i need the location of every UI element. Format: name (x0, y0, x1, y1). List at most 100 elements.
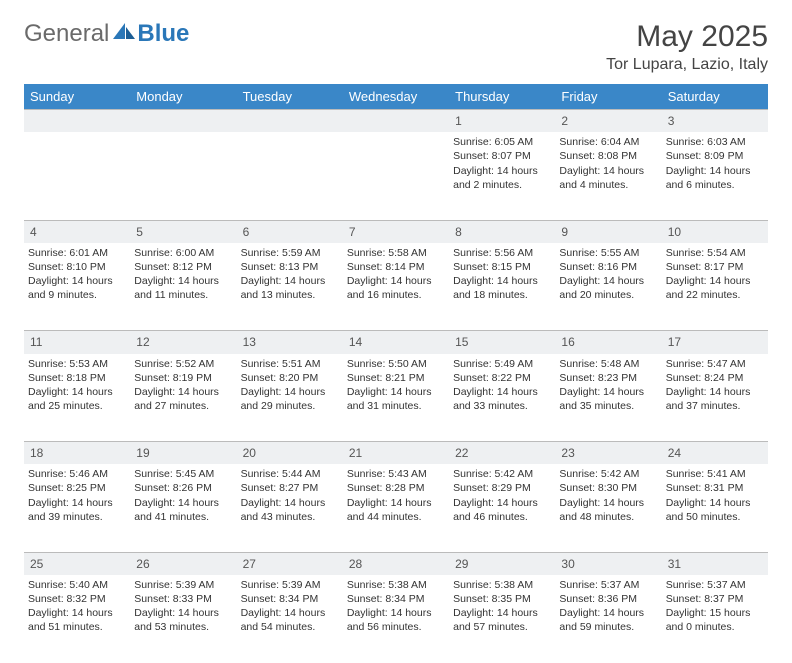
day-number-cell: 14 (343, 331, 449, 354)
day-detail-cell: Sunrise: 5:49 AMSunset: 8:22 PMDaylight:… (449, 354, 555, 442)
day-detail-cell: Sunrise: 6:00 AMSunset: 8:12 PMDaylight:… (130, 243, 236, 331)
day-detail-cell: Sunrise: 5:42 AMSunset: 8:29 PMDaylight:… (449, 464, 555, 552)
sunrise-text: Sunrise: 5:49 AM (453, 357, 551, 371)
day-number-cell (343, 110, 449, 133)
day-number-row: 123 (24, 110, 768, 133)
day-number-row: 25262728293031 (24, 552, 768, 575)
weekday-header-row: SundayMondayTuesdayWednesdayThursdayFrid… (24, 84, 768, 110)
daylight-text: and 35 minutes. (559, 399, 657, 413)
sunrise-text: Sunrise: 5:53 AM (28, 357, 126, 371)
day-detail-cell: Sunrise: 5:39 AMSunset: 8:34 PMDaylight:… (237, 575, 343, 663)
day-number-cell: 16 (555, 331, 661, 354)
day-number-cell (130, 110, 236, 133)
day-number-cell: 29 (449, 552, 555, 575)
daylight-text: and 37 minutes. (666, 399, 764, 413)
daylight-text: and 16 minutes. (347, 288, 445, 302)
day-number-cell: 2 (555, 110, 661, 133)
sunset-text: Sunset: 8:21 PM (347, 371, 445, 385)
sunset-text: Sunset: 8:09 PM (666, 149, 764, 163)
daylight-text: Daylight: 14 hours (347, 274, 445, 288)
day-detail-row: Sunrise: 6:01 AMSunset: 8:10 PM Daylight:… (24, 243, 768, 331)
day-detail-cell (130, 132, 236, 220)
sunset-text: Sunset: 8:37 PM (666, 592, 764, 606)
day-number-cell: 30 (555, 552, 661, 575)
header: General Blue May 2025 Tor Lupara, Lazio,… (24, 20, 768, 74)
daylight-text: Daylight: 14 hours (666, 164, 764, 178)
daylight-text: and 46 minutes. (453, 510, 551, 524)
day-detail-cell: Sunrise: 5:41 AMSunset: 8:31 PMDaylight:… (662, 464, 768, 552)
day-detail-cell: Sunrise: 5:53 AMSunset: 8:18 PMDaylight:… (24, 354, 130, 442)
day-detail-cell: Sunrise: 5:54 AMSunset: 8:17 PMDaylight:… (662, 243, 768, 331)
sunrise-text: Sunrise: 5:42 AM (453, 467, 551, 481)
day-detail-cell: Sunrise: 5:46 AMSunset: 8:25 PMDaylight:… (24, 464, 130, 552)
sunrise-text: Sunrise: 6:00 AM (134, 246, 232, 260)
sunset-text: Sunset: 8:20 PM (241, 371, 339, 385)
sunset-text: Sunset: 8:30 PM (559, 481, 657, 495)
sunrise-text: Sunrise: 6:01 AM (28, 246, 126, 260)
daylight-text: Daylight: 14 hours (559, 496, 657, 510)
day-detail-cell: Sunrise: 5:50 AMSunset: 8:21 PMDaylight:… (343, 354, 449, 442)
day-number-cell: 10 (662, 220, 768, 243)
day-number-cell (24, 110, 130, 133)
day-detail-cell: Sunrise: 5:38 AMSunset: 8:35 PMDaylight:… (449, 575, 555, 663)
day-number-cell: 15 (449, 331, 555, 354)
daylight-text: Daylight: 14 hours (28, 606, 126, 620)
day-number-cell: 17 (662, 331, 768, 354)
day-number-cell: 19 (130, 442, 236, 465)
day-detail-cell: Sunrise: 5:37 AMSunset: 8:36 PMDaylight:… (555, 575, 661, 663)
daylight-text: Daylight: 14 hours (559, 274, 657, 288)
weekday-header: Friday (555, 84, 661, 110)
sunrise-text: Sunrise: 5:37 AM (559, 578, 657, 592)
daylight-text: Daylight: 14 hours (559, 164, 657, 178)
daylight-text: and 13 minutes. (241, 288, 339, 302)
sunset-text: Sunset: 8:10 PM (28, 260, 126, 274)
sunrise-text: Sunrise: 5:44 AM (241, 467, 339, 481)
day-number-cell: 8 (449, 220, 555, 243)
daylight-text: and 0 minutes. (666, 620, 764, 634)
daylight-text: and 27 minutes. (134, 399, 232, 413)
daylight-text: and 41 minutes. (134, 510, 232, 524)
daylight-text: Daylight: 14 hours (134, 606, 232, 620)
day-number-cell: 26 (130, 552, 236, 575)
sunset-text: Sunset: 8:25 PM (28, 481, 126, 495)
sunset-text: Sunset: 8:26 PM (134, 481, 232, 495)
day-number-cell: 6 (237, 220, 343, 243)
day-number-cell: 24 (662, 442, 768, 465)
day-detail-cell: Sunrise: 5:39 AMSunset: 8:33 PMDaylight:… (130, 575, 236, 663)
sunrise-text: Sunrise: 5:43 AM (347, 467, 445, 481)
sunset-text: Sunset: 8:13 PM (241, 260, 339, 274)
day-number-cell: 1 (449, 110, 555, 133)
sunrise-text: Sunrise: 5:38 AM (347, 578, 445, 592)
sunrise-text: Sunrise: 5:58 AM (347, 246, 445, 260)
sunset-text: Sunset: 8:23 PM (559, 371, 657, 385)
sunset-text: Sunset: 8:22 PM (453, 371, 551, 385)
day-detail-cell: Sunrise: 5:59 AMSunset: 8:13 PMDaylight:… (237, 243, 343, 331)
sunrise-text: Sunrise: 5:39 AM (134, 578, 232, 592)
day-number-cell: 21 (343, 442, 449, 465)
day-detail-cell: Sunrise: 5:51 AMSunset: 8:20 PMDaylight:… (237, 354, 343, 442)
daylight-text: Daylight: 14 hours (347, 606, 445, 620)
day-detail-row: Sunrise: 5:53 AMSunset: 8:18 PMDaylight:… (24, 354, 768, 442)
sunset-text: Sunset: 8:16 PM (559, 260, 657, 274)
logo: General Blue (24, 20, 189, 48)
day-number-cell: 20 (237, 442, 343, 465)
daylight-text: and 33 minutes. (453, 399, 551, 413)
sunrise-text: Sunrise: 5:37 AM (666, 578, 764, 592)
daylight-text: and 9 minutes. (28, 288, 126, 302)
sunset-text: Sunset: 8:35 PM (453, 592, 551, 606)
daylight-text: Daylight: 14 hours (28, 385, 126, 399)
daylight-text: Daylight: 14 hours (134, 496, 232, 510)
daylight-text: and 54 minutes. (241, 620, 339, 634)
sunrise-text: Sunrise: 6:03 AM (666, 135, 764, 149)
day-number-cell: 18 (24, 442, 130, 465)
day-detail-cell: Sunrise: 5:38 AMSunset: 8:34 PMDaylight:… (343, 575, 449, 663)
sunset-text: Sunset: 8:34 PM (241, 592, 339, 606)
weekday-header: Monday (130, 84, 236, 110)
daylight-text: and 53 minutes. (134, 620, 232, 634)
day-detail-cell: Sunrise: 5:40 AMSunset: 8:32 PMDaylight:… (24, 575, 130, 663)
sunset-text: Sunset: 8:12 PM (134, 260, 232, 274)
sunrise-text: Sunrise: 5:48 AM (559, 357, 657, 371)
day-number-cell: 25 (24, 552, 130, 575)
day-number-cell: 28 (343, 552, 449, 575)
daylight-text: and 44 minutes. (347, 510, 445, 524)
